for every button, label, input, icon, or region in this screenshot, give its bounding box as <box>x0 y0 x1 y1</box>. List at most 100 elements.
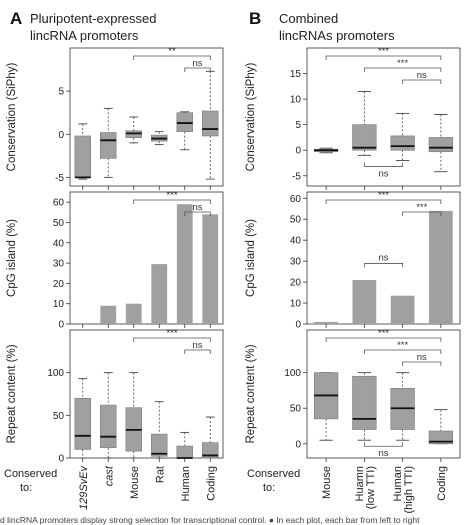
significance-label: *** <box>397 340 408 351</box>
box <box>390 135 415 151</box>
category-label: Human <box>392 466 404 501</box>
y-tick-label: 15 <box>290 69 302 80</box>
significance-label: ** <box>168 46 176 57</box>
significance-label: ns <box>378 448 388 459</box>
plot-frame <box>306 191 461 325</box>
bar <box>390 295 415 324</box>
plot-b-repeat-content: 0 50 100 Repeat content (%) *** *** ns ns Mouse H… <box>245 328 461 513</box>
y-tick-label: 50 <box>53 218 65 229</box>
plot-frame <box>306 47 461 187</box>
y-axis-label: Conservation (SiPhy) <box>245 63 257 172</box>
y-tick-label: 20 <box>53 279 65 290</box>
significance-bracket <box>363 67 442 72</box>
category-label: Rat <box>154 466 166 483</box>
category-label: Mouse <box>321 466 333 499</box>
significance-bracket <box>363 442 404 447</box>
plot-a-conservation: -5 0 5 Conservation (SiPhy) ** ns <box>6 46 224 190</box>
bar <box>151 264 168 324</box>
y-tick-label: -5 <box>55 173 64 184</box>
box <box>176 445 193 459</box>
box <box>428 430 454 445</box>
box <box>352 375 377 430</box>
significance-label: ns <box>417 352 427 363</box>
y-tick-label: 100 <box>47 368 64 379</box>
plot-frame <box>69 329 224 459</box>
box <box>151 433 168 457</box>
y-tick-label: 30 <box>290 257 302 268</box>
significance-bracket <box>133 199 211 204</box>
significance-bracket <box>363 263 404 268</box>
y-tick-label: 0 <box>295 146 301 157</box>
y-tick-label: 0 <box>58 320 64 331</box>
y-tick-label: 50 <box>290 215 302 226</box>
plot-frame <box>306 329 461 459</box>
significance-label: *** <box>397 58 408 69</box>
y-axis-label: CpG island (%) <box>6 219 18 297</box>
y-tick-label: 60 <box>290 194 302 205</box>
significance-bracket <box>325 55 442 60</box>
panel-a-title-line2: lincRNA promoters <box>30 28 139 43</box>
category-label: Mouse <box>129 466 141 499</box>
significance-label: ns <box>192 340 202 351</box>
category-label: cast <box>103 465 115 486</box>
y-tick-label: 40 <box>53 238 65 249</box>
y-axis-label: CpG island (%) <box>245 219 257 297</box>
plot-a-repeat-content: 0 50 100 Repeat content (%) *** ns 129SvEv cast… <box>6 328 224 510</box>
y-tick-label: 50 <box>53 411 65 422</box>
significance-bracket <box>402 211 442 216</box>
significance-label: *** <box>416 202 427 213</box>
significance-label: *** <box>166 328 177 339</box>
bar <box>429 210 453 324</box>
y-tick-label: 5 <box>295 120 301 131</box>
significance-label: *** <box>166 190 177 201</box>
y-tick-label: 60 <box>53 198 65 209</box>
box <box>352 124 377 151</box>
y-tick-label: 10 <box>53 299 65 310</box>
panel-a-xaxis-label-line2: to: <box>20 482 32 494</box>
box <box>202 442 219 459</box>
category-label: Human <box>180 466 192 501</box>
y-tick-label: 0 <box>58 130 64 141</box>
significance-bracket <box>184 211 211 216</box>
y-tick-label: 100 <box>284 368 301 379</box>
significance-bracket <box>402 79 442 84</box>
panel-b-letter: B <box>249 9 261 28</box>
significance-label: ns <box>417 70 427 81</box>
significance-label: ns <box>192 202 202 213</box>
y-tick-label: 10 <box>290 95 302 106</box>
y-axis-label: Repeat content (%) <box>245 344 257 443</box>
y-tick-label: 0 <box>58 454 64 465</box>
panel-a-letter: A <box>10 9 22 28</box>
box <box>202 110 219 137</box>
box <box>100 404 117 449</box>
panel-a-title-line1: Pluripotent-expressed <box>30 11 156 26</box>
bar <box>314 321 338 324</box>
category-label: Coding <box>205 466 217 501</box>
category-label: (high TTI) <box>403 466 415 513</box>
y-tick-label: 50 <box>290 404 302 415</box>
plot-frame <box>69 47 224 187</box>
y-tick-label: 40 <box>290 236 302 247</box>
bar <box>100 305 117 324</box>
plot-a-cpg-island: 0 10 20 30 40 50 60 CpG island (%) *** ns <box>6 190 224 331</box>
box <box>428 137 454 153</box>
y-axis-label: Conservation (SiPhy) <box>6 63 18 172</box>
significance-bracket <box>325 199 442 204</box>
plot-b-conservation: -5 0 5 10 15 Conservation (SiPhy) *** *** ns ns <box>245 46 461 190</box>
significance-label: *** <box>378 46 389 57</box>
category-label: Coding <box>436 466 448 501</box>
y-tick-label: 30 <box>53 259 65 270</box>
significance-label: ns <box>378 168 388 179</box>
y-tick-label: 0 <box>295 439 301 450</box>
y-tick-label: -5 <box>292 171 301 182</box>
plot-frame <box>69 191 224 325</box>
category-label: (low TTI) <box>365 466 377 509</box>
significance-bracket <box>363 162 404 167</box>
box <box>74 135 91 178</box>
significance-label: ns <box>192 58 202 69</box>
y-axis-label: Repeat content (%) <box>6 344 18 443</box>
plot-b-cpg-island: 0 10 20 30 40 50 60 CpG island (%) *** *** ns <box>245 190 461 331</box>
significance-bracket <box>325 337 442 342</box>
significance-bracket <box>184 67 211 72</box>
significance-bracket <box>402 361 442 366</box>
